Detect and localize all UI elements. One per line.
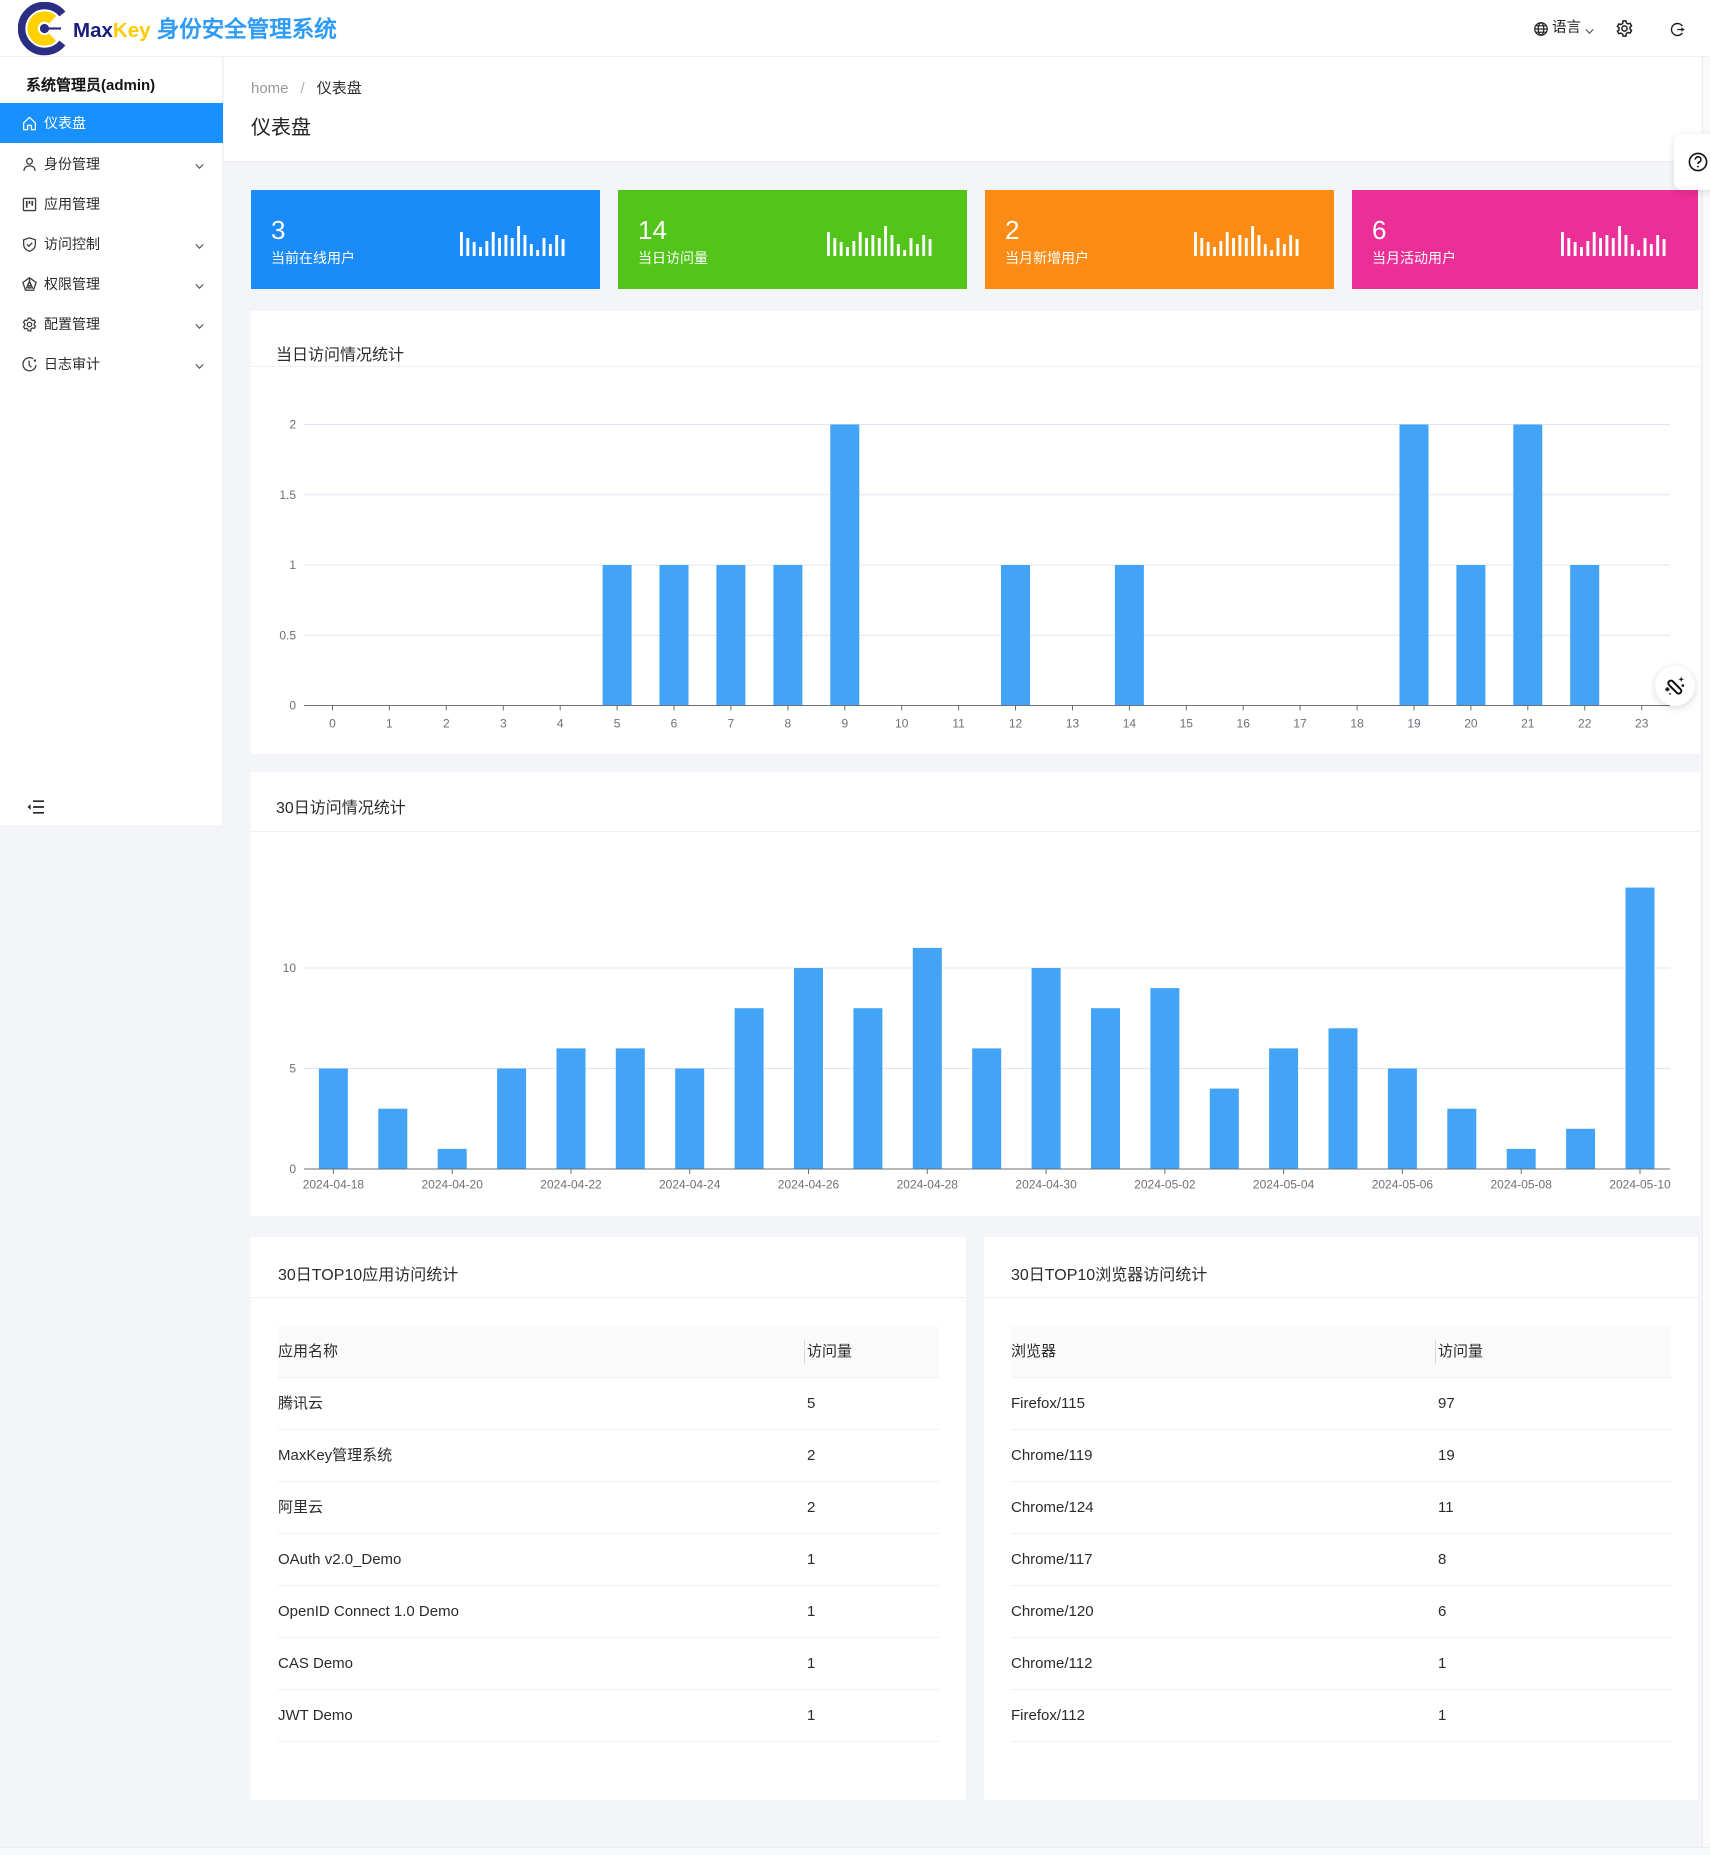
svg-text:0: 0 — [289, 699, 296, 713]
svg-text:0: 0 — [329, 717, 336, 731]
svg-text:7: 7 — [728, 717, 735, 731]
svg-text:13: 13 — [1066, 717, 1080, 731]
svg-text:2024-05-04: 2024-05-04 — [1253, 1178, 1315, 1192]
svg-text:11: 11 — [952, 717, 965, 731]
svg-text:5: 5 — [614, 717, 621, 731]
svg-text:1.5: 1.5 — [279, 488, 296, 502]
svg-text:22: 22 — [1578, 717, 1592, 731]
svg-text:6: 6 — [671, 717, 678, 731]
svg-text:16: 16 — [1237, 717, 1251, 731]
svg-text:19: 19 — [1407, 717, 1421, 731]
svg-text:12: 12 — [1009, 717, 1023, 731]
svg-text:2024-04-26: 2024-04-26 — [778, 1178, 840, 1192]
svg-text:1: 1 — [386, 717, 393, 731]
svg-text:21: 21 — [1521, 717, 1535, 731]
svg-text:2024-04-22: 2024-04-22 — [540, 1178, 602, 1192]
svg-text:2024-04-24: 2024-04-24 — [659, 1178, 721, 1192]
svg-text:10: 10 — [895, 717, 909, 731]
svg-text:10: 10 — [283, 961, 297, 975]
svg-text:20: 20 — [1464, 717, 1478, 731]
svg-text:2024-05-08: 2024-05-08 — [1491, 1178, 1553, 1192]
svg-text:18: 18 — [1350, 717, 1364, 731]
svg-text:2: 2 — [289, 418, 296, 432]
svg-text:8: 8 — [785, 717, 792, 731]
svg-text:2: 2 — [443, 717, 450, 731]
svg-text:14: 14 — [1123, 717, 1137, 731]
svg-text:2024-05-10: 2024-05-10 — [1609, 1178, 1671, 1192]
svg-text:23: 23 — [1635, 717, 1649, 731]
svg-text:4: 4 — [557, 717, 564, 731]
svg-text:1: 1 — [289, 558, 296, 572]
svg-text:0: 0 — [289, 1162, 296, 1176]
svg-text:2024-04-28: 2024-04-28 — [897, 1178, 959, 1192]
svg-text:0.5: 0.5 — [279, 628, 296, 642]
svg-text:3: 3 — [500, 717, 507, 731]
svg-text:2024-04-30: 2024-04-30 — [1015, 1178, 1077, 1192]
svg-text:9: 9 — [841, 717, 848, 731]
svg-text:2024-05-06: 2024-05-06 — [1372, 1178, 1434, 1192]
svg-text:5: 5 — [289, 1062, 296, 1076]
svg-text:15: 15 — [1180, 717, 1194, 731]
svg-text:17: 17 — [1293, 717, 1307, 731]
svg-text:2024-04-18: 2024-04-18 — [303, 1178, 365, 1192]
svg-text:2024-05-02: 2024-05-02 — [1134, 1178, 1196, 1192]
svg-text:2024-04-20: 2024-04-20 — [422, 1178, 484, 1192]
